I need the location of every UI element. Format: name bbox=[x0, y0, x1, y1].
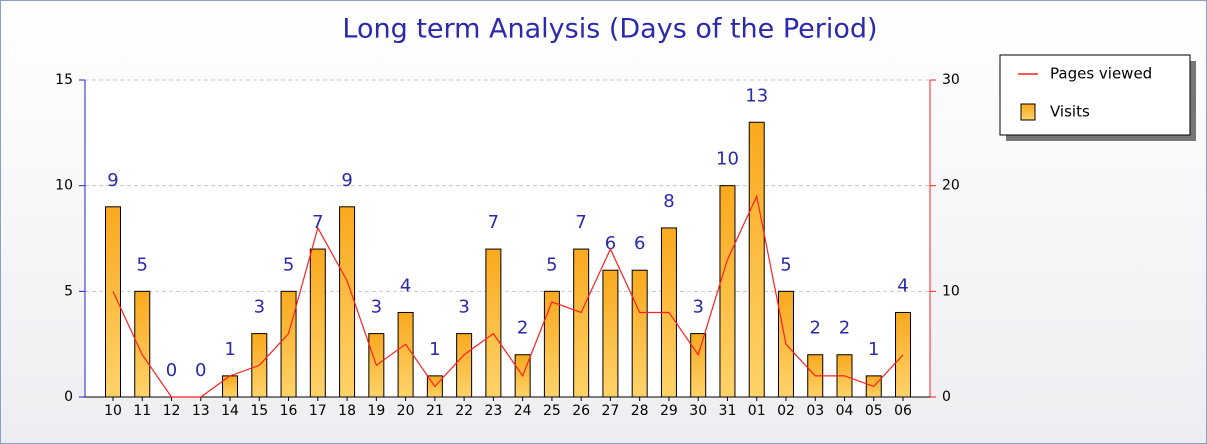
x-tick-label: 05 bbox=[865, 403, 883, 419]
x-tick-label: 04 bbox=[836, 403, 854, 419]
y2-tick-label: 10 bbox=[942, 283, 960, 299]
data-label: 5 bbox=[780, 254, 791, 275]
x-tick-label: 01 bbox=[748, 403, 766, 419]
data-label: 13 bbox=[745, 85, 768, 106]
x-tick-label: 03 bbox=[806, 403, 824, 419]
bar bbox=[456, 333, 473, 398]
data-label: 2 bbox=[839, 318, 850, 339]
y-tick-label: 15 bbox=[55, 72, 73, 88]
legend-label: Pages viewed bbox=[1050, 65, 1152, 83]
data-label: 7 bbox=[575, 212, 586, 233]
y2-tick-label: 20 bbox=[942, 178, 960, 194]
data-label: 9 bbox=[107, 170, 118, 191]
bar bbox=[309, 248, 326, 398]
bar bbox=[719, 185, 736, 398]
data-label: 6 bbox=[634, 233, 645, 254]
data-label: 4 bbox=[400, 275, 411, 296]
bar bbox=[748, 121, 765, 398]
data-label: 7 bbox=[488, 212, 499, 233]
y2-tick-label: 0 bbox=[942, 389, 951, 405]
x-tick-label: 17 bbox=[309, 403, 327, 419]
data-label: 5 bbox=[137, 254, 148, 275]
bar bbox=[280, 290, 297, 398]
bar bbox=[339, 206, 356, 398]
x-tick-label: 18 bbox=[338, 403, 356, 419]
data-label: 2 bbox=[810, 318, 821, 339]
bar bbox=[690, 333, 707, 398]
legend bbox=[999, 54, 1191, 136]
x-tick-label: 27 bbox=[602, 403, 620, 419]
x-tick-label: 11 bbox=[133, 403, 151, 419]
data-label: 1 bbox=[868, 339, 879, 360]
data-label: 2 bbox=[517, 318, 528, 339]
x-tick-label: 12 bbox=[163, 403, 181, 419]
data-label: 1 bbox=[224, 339, 235, 360]
data-label: 3 bbox=[692, 297, 703, 318]
chart-title: Long term Analysis (Days of the Period) bbox=[342, 14, 877, 45]
data-label: 4 bbox=[897, 275, 908, 296]
legend-swatch bbox=[1020, 103, 1036, 121]
x-tick-label: 28 bbox=[631, 403, 649, 419]
x-tick-label: 02 bbox=[777, 403, 795, 419]
bar bbox=[631, 269, 648, 398]
x-tick-label: 22 bbox=[455, 403, 473, 419]
bar bbox=[602, 269, 619, 398]
x-tick-label: 31 bbox=[719, 403, 737, 419]
bar bbox=[573, 248, 590, 398]
bar bbox=[397, 311, 414, 398]
data-label: 6 bbox=[605, 233, 616, 254]
data-label: 3 bbox=[254, 297, 265, 318]
data-label: 0 bbox=[166, 360, 177, 381]
x-tick-label: 15 bbox=[250, 403, 268, 419]
x-tick-label: 26 bbox=[572, 403, 590, 419]
data-label: 5 bbox=[283, 254, 294, 275]
line bbox=[112, 194, 904, 398]
y2-tick-label: 30 bbox=[942, 72, 960, 88]
bar bbox=[485, 248, 502, 398]
bar bbox=[134, 290, 151, 398]
x-tick-label: 16 bbox=[280, 403, 298, 419]
x-tick-label: 13 bbox=[192, 403, 210, 419]
x-tick-label: 19 bbox=[367, 403, 385, 419]
x-tick-label: 14 bbox=[221, 403, 239, 419]
data-label: 0 bbox=[195, 360, 206, 381]
data-label: 8 bbox=[663, 191, 674, 212]
y-tick-label: 5 bbox=[64, 283, 73, 299]
y-tick-label: 10 bbox=[55, 178, 73, 194]
data-label: 3 bbox=[458, 297, 469, 318]
data-label: 10 bbox=[716, 149, 739, 170]
x-tick-label: 25 bbox=[543, 403, 561, 419]
plot-area bbox=[85, 80, 930, 397]
data-label: 7 bbox=[312, 212, 323, 233]
bar bbox=[543, 290, 560, 398]
data-label: 5 bbox=[546, 254, 557, 275]
data-label: 9 bbox=[341, 170, 352, 191]
x-tick-label: 23 bbox=[484, 403, 502, 419]
x-tick-label: 20 bbox=[397, 403, 415, 419]
x-tick-label: 24 bbox=[514, 403, 532, 419]
legend-label: Visits bbox=[1050, 103, 1090, 121]
x-tick-label: 06 bbox=[894, 403, 912, 419]
x-tick-label: 30 bbox=[689, 403, 707, 419]
data-label: 1 bbox=[429, 339, 440, 360]
x-tick-label: 29 bbox=[660, 403, 678, 419]
data-label: 3 bbox=[371, 297, 382, 318]
x-tick-label: 10 bbox=[104, 403, 122, 419]
x-tick-label: 21 bbox=[426, 403, 444, 419]
bar bbox=[105, 206, 121, 398]
y-tick-label: 0 bbox=[64, 389, 73, 405]
